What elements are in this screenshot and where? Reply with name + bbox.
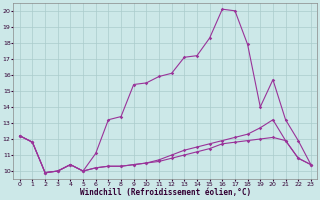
X-axis label: Windchill (Refroidissement éolien,°C): Windchill (Refroidissement éolien,°C) (80, 188, 251, 197)
